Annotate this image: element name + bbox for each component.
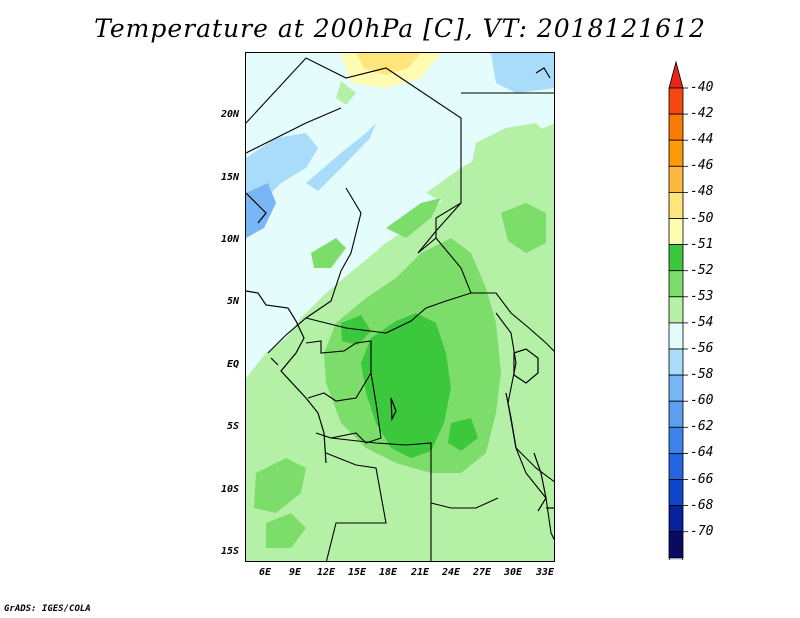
longitude-label: 12E [316,567,336,578]
colorbar-swatch [668,400,684,428]
colorbar-label: -53 [690,288,714,304]
field-cool-diagonal [306,123,376,191]
field-core-west [341,315,371,345]
longitude-label: 9E [288,567,302,578]
colorbar-swatch [668,374,684,402]
longitude-label: 6E [258,567,272,578]
longitude-label: 21E [410,567,430,578]
field-warm-peak [356,53,421,75]
field-mid-northwest [311,238,346,268]
colorbar-swatch [668,191,684,219]
colorbar-label: -42 [690,106,714,122]
colorbar-swatch [668,270,684,298]
field-light-northeast [471,123,551,223]
coastlines-lakes [246,67,554,512]
country-borders [246,57,554,561]
colorbar-label: -58 [690,367,714,383]
colorbar-label: -52 [690,262,714,278]
longitude-label: 27E [472,567,492,578]
colorbar-label: -62 [690,419,714,435]
longitude-label: 30E [503,567,523,578]
colorbar-label: -48 [690,184,714,200]
colorbar-label: -40 [690,80,714,95]
longitude-label: 24E [441,567,461,578]
colorbar-label: -56 [690,341,714,356]
colorbar-swatch [668,322,684,350]
latitude-label: 15S [220,546,239,557]
colorbar [668,60,688,560]
latitude-label: EQ [226,359,239,370]
colorbar-top-arrow [668,60,684,89]
colorbar-label: -51 [690,236,714,252]
colorbar-swatch [668,426,684,454]
colorbar-bottom-arrow [668,557,684,560]
latitude-label: 10S [220,484,239,495]
latitude-label: 5S [226,421,239,432]
colorbar-label: -64 [690,445,714,461]
colorbar-swatch [668,348,684,376]
grads-credit: GrADS: IGES/COLA [4,604,91,614]
temperature-field-map [246,53,554,561]
colorbar-swatch [668,479,684,507]
latitude-label: 5N [226,296,239,307]
colorbar-swatch [668,139,684,167]
colorbar-label: -60 [690,393,714,409]
field-cool-gulf [246,183,276,238]
colorbar-swatch [668,165,684,193]
colorbar-swatch [668,452,684,480]
colorbar-swatch [668,87,684,115]
field-mid-southwest [266,513,306,548]
colorbar-label: -70 [690,523,714,539]
colorbar-label: -50 [690,210,714,226]
field-mid-east [501,203,546,253]
colorbar-swatch [668,218,684,246]
longitude-label: 33E [535,567,555,578]
field-core-congo [361,313,451,458]
colorbar-swatch [668,244,684,272]
colorbar-swatch [668,531,684,559]
colorbar-swatch [668,296,684,324]
colorbar-label: -54 [690,314,714,330]
field-core-east [448,418,478,451]
latitude-label: 20N [220,109,239,120]
latitude-label: 15N [220,172,239,183]
longitude-label: 15E [347,567,367,578]
field-cool-northeast [491,53,554,93]
map-plot [245,52,555,562]
colorbar-label: -46 [690,158,714,174]
latitude-label: 10N [220,234,239,245]
field-mid-north-band [386,198,441,238]
colorbar-swatch [668,505,684,533]
colorbar-swatch [668,113,684,141]
colorbar-label: -66 [690,471,714,487]
field-warm-edge [336,81,356,105]
field-mid-west [254,458,306,513]
chart-title: Temperature at 200hPa [C], VT: 201812161… [94,14,706,43]
colorbar-label: -44 [690,132,714,148]
longitude-label: 18E [378,567,398,578]
colorbar-label: -68 [690,497,714,513]
